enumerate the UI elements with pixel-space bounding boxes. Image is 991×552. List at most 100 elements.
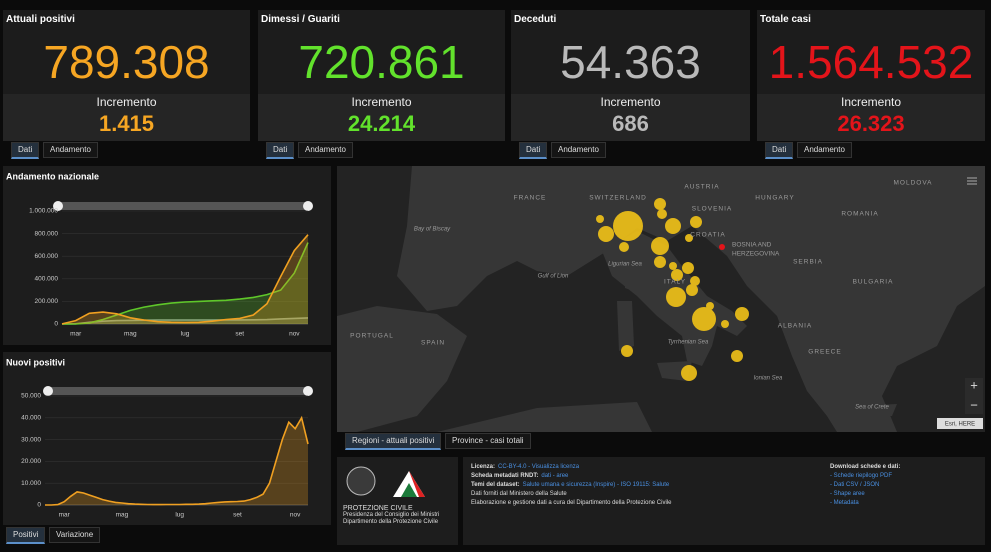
slider-handle [43,386,53,396]
map-tab[interactable]: Regioni - attuali positivi [345,433,442,450]
y-tick-label: 1.000.000 [29,208,58,215]
x-tick-label: mar [59,512,71,519]
tab[interactable]: Andamento [551,142,606,158]
x-tick-label: lug [175,512,184,519]
chart-title: Nuovi positivi [6,357,65,367]
location-dot [719,244,725,250]
card-value: 54.363 [560,36,701,88]
map[interactable]: FRANCE SWITZERLAND AUSTRIA SLOVENIA CROATIA S… [337,166,985,432]
info-text[interactable]: Salute umana e sicurezza (Inspire) - ISO… [522,482,670,488]
y-tick-label: 200.000 [35,298,59,305]
series-line [61,317,309,325]
logo-line: Dipartimento della Protezione Civile [343,519,439,525]
zoom-out[interactable]: − [970,397,978,412]
tab[interactable]: Dati [11,142,40,159]
info-text[interactable]: - Shape aree [830,491,865,497]
map-label: Tyrrhenian Sea [668,340,709,346]
info-row: - Schede riepilogo PDF [830,472,970,481]
series-area [62,242,308,324]
x-tick-label: set [235,331,244,338]
info-row: Dati forniti dal Ministero della Salute [471,490,811,499]
info-text[interactable]: dati - aree [541,473,569,479]
card-title: Totale casi [760,14,811,25]
logo-line: Presidenza del Consiglio dei Ministri [343,512,440,518]
info-row: Temi del dataset: Salute umana e sicurezz… [471,481,811,490]
tab[interactable]: Dati [519,142,548,159]
info-text: Scheda metadati RNDT: [471,473,539,479]
card-title: Dimessi / Guariti [261,14,340,25]
map-label: Gulf of Lion [538,274,569,280]
card-bottom [757,94,985,141]
increment-label: Incremento [840,95,902,109]
series-line [45,415,309,506]
map-label: SPAIN [421,340,445,347]
series-area [62,317,308,324]
info-panel: Licenza: CC-BY-4.0 - Visualizza licenza Sc… [463,457,985,545]
tab[interactable]: Positivi [6,527,46,544]
card-top [511,10,750,94]
card-bottom [3,94,250,141]
info-row: - Shape aree [830,490,970,499]
map-label: ITALY [664,279,686,286]
chart-panel [3,352,331,525]
map-tab[interactable]: Province - casi totali [445,433,531,449]
card-bottom [511,94,750,141]
info-left: Licenza: CC-BY-4.0 - Visualizza licenza Sc… [471,463,811,508]
info-right: Download schede e dati: - Schede riepilog… [830,463,970,508]
info-text: Dati forniti dal Ministero della Salute [471,491,567,497]
increment-label: Incremento [96,95,157,109]
y-tick-label: 20.000 [21,458,41,465]
map-label: CROATIA [690,232,725,239]
card-title: Attuali positivi [6,14,75,25]
map-label: FRANCE [514,195,547,202]
attribution: Esri, HERE [945,422,975,428]
logo-line: PROTEZIONE CIVILE [343,505,413,512]
series-line [61,242,309,325]
x-tick-label: nov [289,331,300,338]
slider-handle [303,386,313,396]
tab[interactable]: Andamento [43,142,98,158]
y-tick-label: 0 [37,502,41,509]
x-tick-label: mar [70,331,82,338]
zoom-in[interactable]: + [970,377,978,392]
tab[interactable]: Dati [266,142,295,159]
map-label: MOLDOVA [893,180,932,187]
layer-list-icon[interactable] [967,177,977,185]
map-label: ROMANIA [841,211,878,218]
map-label: Sea of Crete [855,405,889,411]
info-text[interactable]: - Schede riepilogo PDF [830,473,893,479]
y-tick-label: 800.000 [35,230,59,237]
info-text: Temi del dataset: [471,482,520,488]
map-label: Ligurian Sea [608,262,642,268]
y-tick-label: 40.000 [21,415,41,422]
info-text[interactable]: - Metadata [830,500,859,506]
logo-text: PROTEZIONE CIVILE Presidenza del Consigli… [343,505,453,526]
zoom-control[interactable] [965,378,983,414]
map-label: BULGARIA [853,279,894,286]
tab[interactable]: Dati [765,142,794,159]
card-bottom [258,94,505,141]
series-line [61,234,309,325]
map-label: AUSTRIA [684,184,719,191]
info-text[interactable]: CC-BY-4.0 - Visualizza licenza [498,464,580,470]
tab[interactable]: Andamento [298,142,353,158]
map-label: Ionian Sea [754,376,783,382]
x-tick-label: mag [124,331,137,338]
map-label: SWITZERLAND [589,195,647,202]
card-title: Deceduti [514,14,557,25]
tab[interactable]: Variazione [49,527,101,543]
x-tick-label: mag [116,512,129,519]
info-row: Scheda metadati RNDT: dati - aree [471,472,811,481]
card-top [3,10,250,94]
card-top [258,10,505,94]
card-value: 789.308 [43,36,210,88]
info-text: Download schede e dati: [830,464,901,470]
tab[interactable]: Andamento [797,142,852,158]
y-tick-label: 10.000 [21,480,41,487]
map-label: HUNGARY [755,195,794,202]
x-tick-label: nov [290,512,301,519]
info-text[interactable]: - Dati CSV / JSON [830,482,880,488]
y-tick-label: 30.000 [21,436,41,443]
chart-panel [3,166,331,345]
